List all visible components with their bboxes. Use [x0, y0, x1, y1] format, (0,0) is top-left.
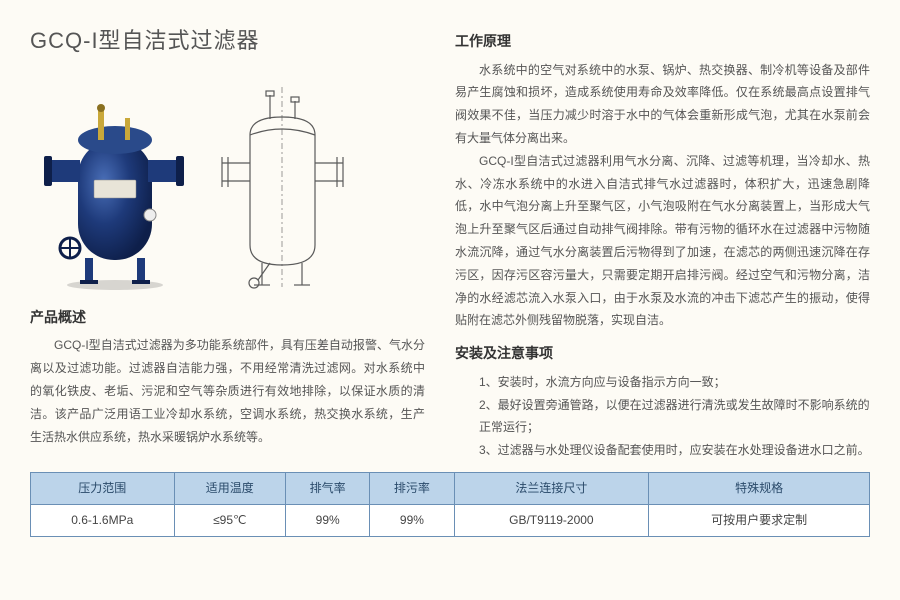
note-item: 1、安装时，水流方向应与设备指示方向一致；	[467, 371, 870, 394]
table-header: 适用温度	[174, 472, 286, 504]
notes-heading: 安装及注意事项	[455, 340, 870, 367]
principle-paragraph-2: GCQ-I型自洁式过滤器利用气水分离、沉降、过滤等机理，当冷却水、热水、冷冻水系…	[455, 150, 870, 332]
table-cell: 99%	[370, 504, 454, 536]
spec-table: 压力范围 适用温度 排气率 排污率 法兰连接尺寸 特殊规格 0.6-1.6MPa…	[30, 472, 870, 537]
table-header: 排污率	[370, 472, 454, 504]
overview-text: GCQ-I型自洁式过滤器为多功能系统部件，具有压差自动报警、气水分离以及过滤功能…	[30, 334, 425, 448]
table-cell: ≤95℃	[174, 504, 286, 536]
overview-heading: 产品概述	[30, 304, 425, 331]
table-cell: 0.6-1.6MPa	[31, 504, 175, 536]
principle-paragraph-1: 水系统中的空气对系统中的水泵、锅炉、热交换器、制冷机等设备及部件易产生腐蚀和损坏…	[455, 59, 870, 150]
table-cell: 99%	[286, 504, 370, 536]
product-photo	[30, 90, 190, 290]
product-diagram	[210, 85, 355, 290]
note-item: 3、过滤器与水处理仪设备配套使用时，应安装在水处理设备进水口之前。	[467, 439, 870, 462]
install-notes-list: 1、安装时，水流方向应与设备指示方向一致； 2、最好设置旁通管路，以便在过滤器进…	[455, 371, 870, 462]
table-header: 特殊规格	[649, 472, 870, 504]
table-cell: GB/T9119-2000	[454, 504, 649, 536]
table-cell: 可按用户要求定制	[649, 504, 870, 536]
page-title: GCQ-I型自洁式过滤器	[30, 20, 425, 62]
principle-heading: 工作原理	[455, 28, 870, 55]
table-header: 法兰连接尺寸	[454, 472, 649, 504]
table-header: 压力范围	[31, 472, 175, 504]
product-images	[30, 80, 425, 290]
note-item: 2、最好设置旁通管路，以便在过滤器进行清洗或发生故障时不影响系统的正常运行；	[467, 394, 870, 440]
table-header-row: 压力范围 适用温度 排气率 排污率 法兰连接尺寸 特殊规格	[31, 472, 870, 504]
table-row: 0.6-1.6MPa ≤95℃ 99% 99% GB/T9119-2000 可按…	[31, 504, 870, 536]
note-item-text: 3、过滤器与水处理仪设备配套使用时，应安装在水处理设备进水口之前。	[479, 443, 870, 457]
table-header: 排气率	[286, 472, 370, 504]
note-item-text: 2、最好设置旁通管路，以便在过滤器进行清洗或发生故障时不影响系统的正常运行；	[479, 398, 870, 435]
